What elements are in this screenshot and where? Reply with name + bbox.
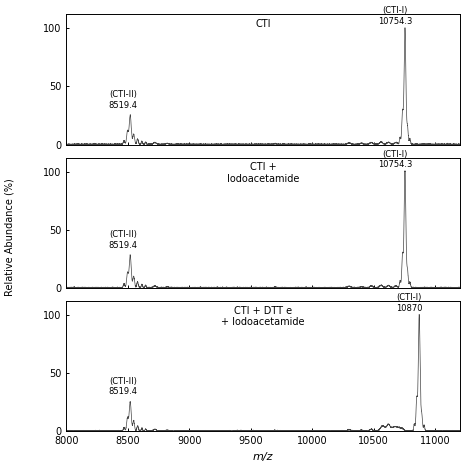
Text: (CTI-I)
10870: (CTI-I) 10870	[396, 293, 423, 313]
Text: (CTI-II)
8519.4: (CTI-II) 8519.4	[109, 377, 137, 396]
Text: (CTI-I)
10754.3: (CTI-I) 10754.3	[378, 7, 412, 26]
Text: (CTI-II)
8519.4: (CTI-II) 8519.4	[109, 230, 137, 249]
Text: Relative Abundance (%): Relative Abundance (%)	[4, 178, 15, 296]
Text: (CTI-I)
10754.3: (CTI-I) 10754.3	[378, 150, 412, 169]
Text: CTI +
Iodoacetamide: CTI + Iodoacetamide	[227, 162, 299, 184]
X-axis label: m/z: m/z	[253, 452, 273, 462]
Text: CTI + DTT e
+ Iodoacetamide: CTI + DTT e + Iodoacetamide	[221, 306, 305, 327]
Text: (CTI-II)
8519.4: (CTI-II) 8519.4	[109, 90, 137, 109]
Text: CTI: CTI	[255, 19, 271, 29]
